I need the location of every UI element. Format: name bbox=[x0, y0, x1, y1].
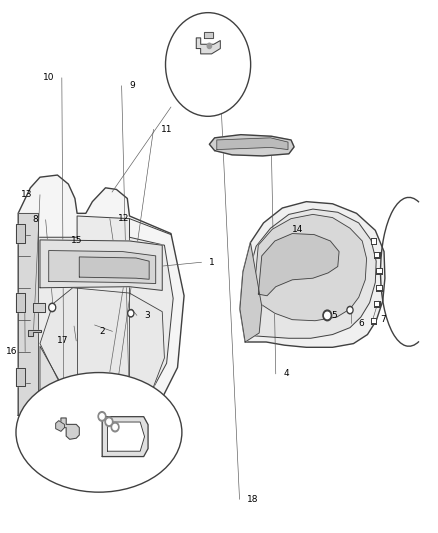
Polygon shape bbox=[16, 368, 25, 386]
Bar bbox=[374, 252, 381, 259]
Text: 15: 15 bbox=[71, 237, 83, 246]
Polygon shape bbox=[56, 421, 64, 431]
Text: 2: 2 bbox=[99, 327, 105, 336]
Text: 9: 9 bbox=[130, 81, 135, 90]
Text: 1: 1 bbox=[209, 258, 215, 266]
Text: 17: 17 bbox=[57, 336, 68, 345]
Circle shape bbox=[111, 422, 119, 432]
Text: 10: 10 bbox=[42, 73, 54, 82]
Bar bbox=[378, 269, 382, 273]
Circle shape bbox=[129, 311, 133, 316]
Circle shape bbox=[50, 305, 54, 310]
Polygon shape bbox=[209, 135, 294, 156]
Polygon shape bbox=[18, 175, 184, 415]
Circle shape bbox=[98, 411, 106, 421]
Text: 5: 5 bbox=[332, 311, 337, 320]
Polygon shape bbox=[33, 303, 45, 312]
Polygon shape bbox=[107, 422, 145, 451]
Ellipse shape bbox=[166, 13, 251, 116]
Polygon shape bbox=[102, 417, 148, 457]
Polygon shape bbox=[28, 330, 41, 336]
Text: 14: 14 bbox=[292, 225, 304, 234]
Circle shape bbox=[105, 417, 113, 426]
Bar bbox=[376, 268, 383, 275]
Text: 6: 6 bbox=[359, 319, 364, 328]
Text: 13: 13 bbox=[21, 190, 32, 199]
Text: 4: 4 bbox=[284, 369, 289, 378]
Bar bbox=[371, 238, 378, 245]
Polygon shape bbox=[40, 288, 164, 400]
Polygon shape bbox=[204, 31, 213, 38]
Polygon shape bbox=[196, 38, 220, 54]
Bar bbox=[378, 286, 382, 290]
Polygon shape bbox=[38, 216, 173, 403]
Text: 7: 7 bbox=[381, 315, 386, 324]
Circle shape bbox=[49, 303, 56, 312]
Polygon shape bbox=[246, 209, 376, 338]
Polygon shape bbox=[217, 138, 288, 150]
Bar bbox=[371, 318, 378, 325]
Text: 11: 11 bbox=[161, 125, 173, 134]
Text: 18: 18 bbox=[247, 495, 259, 504]
Circle shape bbox=[107, 419, 111, 424]
Text: 16: 16 bbox=[6, 347, 17, 356]
Polygon shape bbox=[253, 214, 367, 321]
Ellipse shape bbox=[16, 373, 182, 492]
Polygon shape bbox=[16, 224, 25, 243]
Polygon shape bbox=[40, 346, 71, 400]
Polygon shape bbox=[18, 213, 38, 415]
Bar bbox=[374, 301, 381, 308]
Text: 12: 12 bbox=[118, 214, 129, 223]
Text: 8: 8 bbox=[32, 215, 38, 224]
Circle shape bbox=[207, 43, 212, 49]
Circle shape bbox=[128, 310, 134, 317]
Polygon shape bbox=[40, 240, 162, 290]
Circle shape bbox=[348, 308, 352, 312]
Circle shape bbox=[323, 310, 332, 321]
Bar bbox=[376, 285, 383, 292]
Bar bbox=[372, 239, 376, 244]
Polygon shape bbox=[240, 201, 385, 348]
Text: 3: 3 bbox=[145, 311, 151, 320]
Polygon shape bbox=[240, 243, 262, 342]
Polygon shape bbox=[49, 251, 155, 284]
Polygon shape bbox=[16, 293, 25, 312]
Circle shape bbox=[347, 306, 353, 314]
Polygon shape bbox=[258, 233, 339, 296]
Polygon shape bbox=[79, 257, 149, 279]
Bar bbox=[375, 302, 379, 306]
Circle shape bbox=[113, 424, 117, 430]
Polygon shape bbox=[61, 418, 79, 439]
Circle shape bbox=[100, 414, 104, 419]
Bar bbox=[372, 319, 376, 324]
Circle shape bbox=[325, 312, 330, 319]
Bar bbox=[375, 253, 379, 257]
